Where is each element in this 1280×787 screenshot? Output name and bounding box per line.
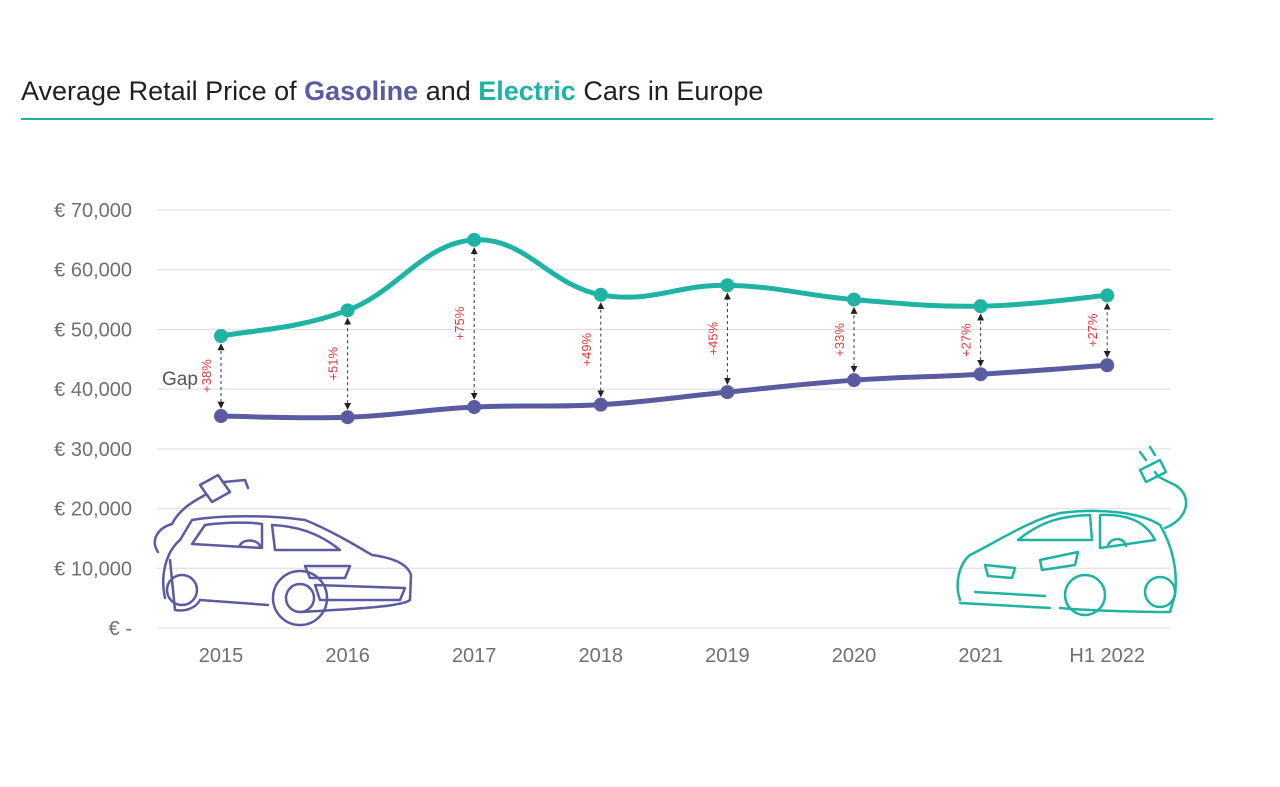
y-tick-label: € 70,000	[54, 200, 132, 222]
electric-data-point	[1100, 288, 1115, 303]
electric-data-point	[467, 232, 482, 247]
title-part2: and	[418, 76, 479, 106]
title-underline	[21, 118, 1213, 120]
title-part3: Cars in Europe	[575, 76, 764, 106]
x-tick-label: 2018	[579, 645, 624, 667]
gasoline-data-point	[720, 385, 735, 400]
gap-labels: +38% +51% +75% +49% +45% +33% +27% +27%	[199, 306, 1100, 393]
gap-percent-label: +75%	[452, 306, 467, 340]
gap-annotation: Gap	[162, 369, 198, 390]
electric-car-icon	[956, 445, 1188, 617]
x-tick-label: 2019	[705, 645, 750, 667]
x-tick-label: 2015	[199, 645, 244, 667]
x-tick-label: 2016	[325, 645, 370, 667]
chart-title: Average Retail Price of Gasoline and Ele…	[21, 76, 763, 107]
gap-percent-label: +45%	[705, 321, 720, 355]
gasoline-data-point	[973, 367, 988, 382]
y-tick-label: € 30,000	[54, 439, 132, 461]
gap-percent-label: +51%	[326, 347, 341, 381]
gasoline-series-line	[218, 362, 1110, 421]
y-tick-label: € 50,000	[54, 319, 132, 341]
gasoline-data-point	[1100, 358, 1115, 373]
series-points	[214, 232, 1115, 425]
gasoline-car-icon	[153, 473, 413, 627]
x-tick-label: 2021	[958, 645, 1003, 667]
gap-connectors	[217, 247, 1111, 410]
electric-series-line	[218, 237, 1110, 339]
y-tick-label: € 60,000	[54, 260, 132, 282]
gap-percent-label: +27%	[959, 323, 974, 357]
x-tick-label: 2017	[452, 645, 497, 667]
x-tick-label: H1 2022	[1069, 645, 1145, 667]
gasoline-data-point	[847, 373, 861, 388]
gap-percent-label: +27%	[1085, 313, 1100, 347]
title-gasoline: Gasoline	[304, 76, 419, 106]
electric-data-point	[340, 303, 355, 318]
series-lines	[218, 237, 1110, 421]
gap-percent-label: +49%	[579, 332, 594, 366]
gasoline-data-point	[593, 397, 608, 412]
x-tick-label: 2020	[832, 645, 877, 667]
electric-data-point	[847, 292, 861, 307]
electric-data-point	[593, 287, 608, 302]
electric-data-point	[973, 299, 988, 314]
electric-data-point	[720, 278, 735, 293]
y-tick-label: € 40,000	[54, 379, 132, 401]
y-tick-label: € -	[109, 618, 132, 640]
y-tick-label: € 10,000	[54, 558, 132, 580]
gasoline-data-point	[340, 410, 355, 425]
title-part1: Average Retail Price of	[21, 76, 305, 106]
gap-percent-label: +33%	[832, 323, 847, 357]
y-tick-label: € 20,000	[54, 499, 132, 521]
grid	[157, 209, 1171, 629]
electric-data-point	[214, 328, 228, 343]
gasoline-data-point	[214, 409, 228, 424]
x-axis: 2015 2016 2017 2018 2019 2020 2021 H1 2022	[199, 645, 1145, 667]
y-axis: € - € 10,000 € 20,000 € 30,000 € 40,000 € 50,…	[54, 200, 132, 640]
title-electric: Electric	[478, 76, 576, 106]
gap-percent-label: +38%	[199, 359, 214, 393]
gasoline-data-point	[467, 400, 482, 415]
